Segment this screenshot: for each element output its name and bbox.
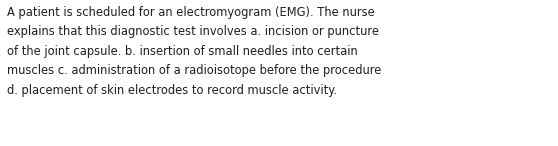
Text: A patient is scheduled for an electromyogram (EMG). The nurse
explains that this: A patient is scheduled for an electromyo…: [7, 6, 381, 97]
